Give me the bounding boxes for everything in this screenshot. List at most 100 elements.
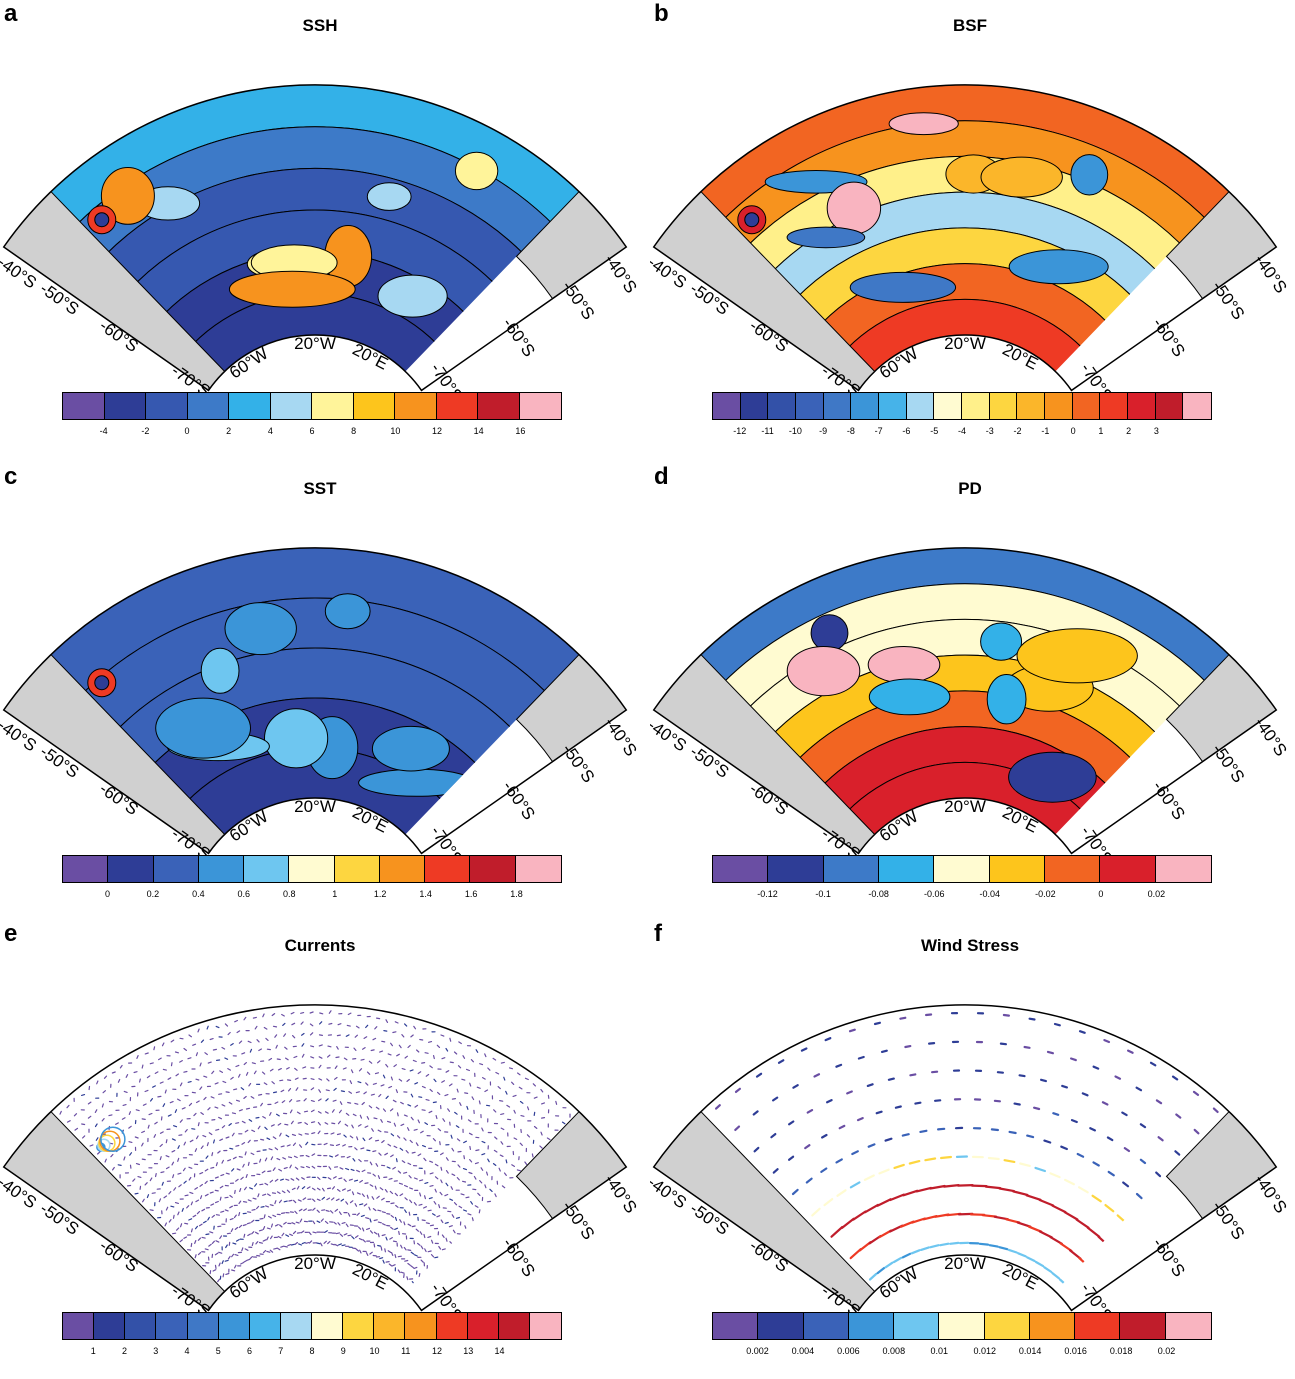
lat-label-right: -40°S [601, 251, 640, 297]
colorbar-swatch [280, 1313, 312, 1339]
colorbar-tick-label: 0.02 [1147, 889, 1166, 899]
colorbar-tick-label: -0.08 [868, 889, 889, 899]
lon-label: 20°W [294, 334, 336, 353]
colorbar-swatch [1183, 393, 1211, 419]
colorbar-tick-label: 0.01 [930, 1346, 949, 1356]
colorbar-swatch [984, 1313, 1030, 1339]
colorbar-swatch [312, 393, 354, 419]
lat-label-right: -60°S [1149, 314, 1189, 360]
colorbar-swatch [1044, 856, 1101, 882]
colorbar [712, 855, 1212, 883]
colorbar-tick-label: -4 [99, 426, 108, 436]
colorbar-swatch [878, 393, 907, 419]
colorbar-swatch [153, 856, 199, 882]
colorbar-tick-label: -10 [788, 426, 802, 436]
lat-label-right: -30°S [639, 1147, 640, 1193]
panel-title: SSH [302, 16, 338, 35]
colorbar-tick-label: -0.1 [815, 889, 831, 899]
colorbar-swatch [374, 1313, 406, 1339]
colorbar-swatch [395, 393, 437, 419]
colorbar-swatch [823, 393, 852, 419]
colorbar-swatch [1165, 1313, 1211, 1339]
panel-bsf: bBSF-30°S-30°S-40°S-40°S-50°S-50°S-60°S-… [650, 0, 1290, 455]
colorbar-swatch [63, 393, 105, 419]
colorbar-tick-label: 0.4 [192, 889, 205, 899]
colorbar-swatch [198, 856, 245, 882]
colorbar-swatch [906, 393, 935, 419]
colorbar-tick-label: 8 [351, 426, 357, 436]
colorbar-swatch [436, 393, 478, 419]
colorbar-swatch [515, 856, 561, 882]
colorbar [62, 1312, 562, 1340]
colorbar [62, 855, 562, 883]
colorbar-tick-label: 5 [215, 1346, 221, 1356]
colorbar-swatch [229, 393, 271, 419]
lat-label-right: -30°S [1289, 227, 1290, 273]
colorbar [712, 392, 1212, 420]
colorbar-tick-label: 12 [431, 1346, 443, 1356]
colorbar-tick-label: 0.006 [837, 1346, 860, 1356]
colorbar-swatch [187, 393, 229, 419]
colorbar-tick-label: 10 [369, 1346, 380, 1356]
colorbar-swatch [1155, 856, 1211, 882]
colorbar-tick-label: 2 [121, 1346, 128, 1356]
colorbar-swatch [108, 856, 154, 882]
lat-label-right: -60°S [499, 314, 539, 360]
colorbar-tick-label: 4 [267, 426, 273, 436]
colorbar-tick-label: 2 [226, 426, 232, 436]
colorbar-swatch [1017, 393, 1045, 419]
lat-label-right: -30°S [639, 690, 640, 736]
lat-label-right: -60°S [1149, 1234, 1189, 1280]
colorbar-swatch [379, 856, 426, 882]
map-sst: -30°S-30°S-40°S-40°S-50°S-50°S-60°S-60°S… [0, 547, 640, 863]
colorbar-tick-label: 0 [184, 426, 190, 436]
colorbar-tick-label: 0.018 [1109, 1346, 1133, 1356]
panel-letter: c [4, 463, 18, 490]
map-pd: -30°S-30°S-40°S-40°S-50°S-50°S-60°S-60°S… [650, 547, 1290, 863]
colorbar-swatch [104, 393, 146, 419]
map-bsf: -30°S-30°S-40°S-40°S-50°S-50°S-60°S-60°S… [650, 84, 1290, 400]
colorbar-swatch [1029, 1313, 1076, 1339]
colorbar-swatch [795, 393, 824, 419]
colorbar-tick-label: 3 [1153, 426, 1159, 436]
colorbar-swatch [334, 856, 380, 882]
lat-label-right: -50°S [1208, 1197, 1248, 1243]
colorbar-swatch [343, 1313, 375, 1339]
colorbar-tick-label: 14 [494, 1346, 505, 1356]
colorbar-swatch [218, 1313, 250, 1339]
colorbar-tick-label: 13 [463, 1346, 474, 1356]
lat-label-right: -60°S [499, 777, 539, 823]
panel-currents: eCurrents-30°S-30°S-40°S-40°S-50°S-50°S-… [0, 920, 640, 1375]
map-ssh: -30°S-30°S-40°S-40°S-50°S-50°S-60°S-60°S… [0, 84, 640, 400]
panel-title: BSF [953, 16, 987, 35]
lat-label-right: -40°S [601, 714, 640, 760]
colorbar [712, 1312, 1212, 1340]
colorbar-swatch [289, 856, 335, 882]
colorbar-tick-label: 1 [332, 889, 338, 899]
colorbar-tick-label: -0.04 [979, 889, 1001, 899]
lon-label: 20°W [944, 797, 986, 816]
colorbar-tick-label: -0.02 [1035, 889, 1056, 899]
lat-label-right: -50°S [1208, 740, 1248, 786]
panel-pd: dPD-30°S-30°S-40°S-40°S-50°S-50°S-60°S-6… [650, 463, 1290, 918]
panel-ssh: aSSH-30°S-30°S-40°S-40°S-50°S-50°S-60°S-… [0, 0, 640, 455]
colorbar-swatch [498, 1313, 530, 1339]
colorbar-tick-label: 0.014 [1018, 1346, 1042, 1356]
colorbar-swatch [353, 393, 395, 419]
colorbar-tick-label: -1 [1041, 426, 1050, 436]
colorbar-swatch [768, 856, 824, 882]
colorbar-tick-label: -2 [141, 426, 150, 436]
ocean-field [701, 548, 1229, 835]
lat-label-right: -50°S [558, 740, 598, 786]
lat-label-right: -50°S [558, 277, 598, 323]
lat-label-right: -40°S [1251, 1171, 1290, 1217]
lon-label: 20°W [294, 797, 336, 816]
colorbar-tick-label: 0.6 [237, 889, 251, 899]
colorbar-swatch [249, 1313, 281, 1339]
colorbar-tick-label: 6 [246, 1346, 253, 1356]
lat-label-right: -40°S [601, 1171, 640, 1217]
colorbar-tick-label: -0.12 [757, 889, 778, 899]
panel-title: SST [303, 479, 337, 498]
colorbar-tick-label: 1.6 [464, 889, 478, 899]
